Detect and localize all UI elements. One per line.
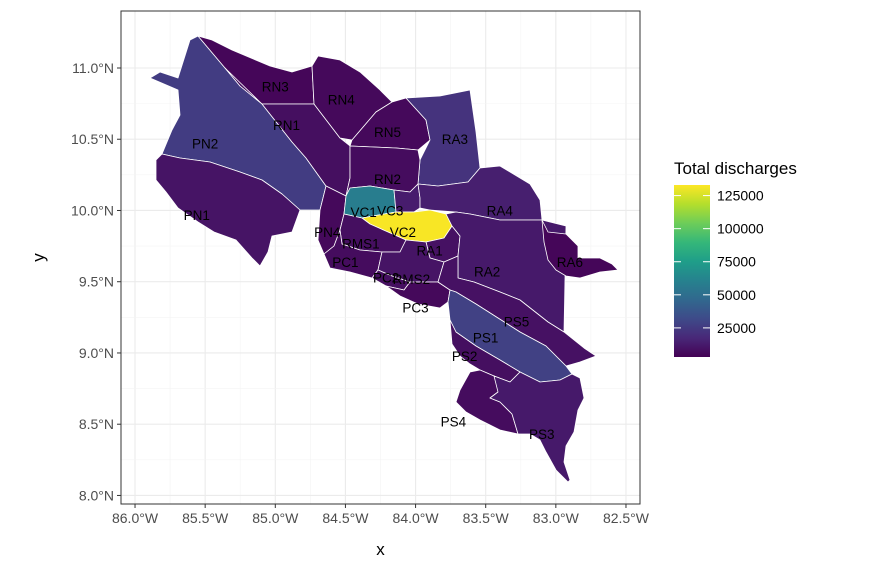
legend-ticks: 125000 100000 75000 50000 25000: [674, 188, 764, 336]
legend-label-0: 125000: [717, 188, 764, 204]
region-label-VC2: VC2: [390, 225, 416, 240]
x-tick-label-1: 85.5°W: [182, 510, 229, 526]
legend-label-1: 100000: [717, 221, 764, 237]
region-label-RA2: RA2: [474, 265, 500, 280]
x-axis-title: x: [376, 540, 385, 559]
region-polygons: [149, 35, 619, 483]
region-label-VC1: VC1: [351, 205, 377, 220]
legend-title: Total discharges: [674, 159, 797, 178]
region-label-PS5: PS5: [504, 315, 530, 330]
region-RA6: [541, 219, 619, 279]
panel-border: [120, 10, 641, 505]
legend: Total discharges 125000 100000 75000 50000 2…: [674, 159, 797, 357]
region-label-RA4: RA4: [487, 203, 514, 218]
y-tick-label-6: 11.0°N: [72, 60, 114, 76]
y-tick-label-0: 8.0°N: [79, 487, 114, 503]
region-PN1: [155, 153, 301, 267]
region-label-RN3: RN3: [262, 80, 289, 95]
region-label-VC3: VC3: [377, 203, 403, 218]
region-label-PN2: PN2: [192, 137, 218, 152]
x-axis-ticks: 86.0°W 85.5°W 85.0°W 84.5°W 84.0°W 83.5°W 83.0…: [112, 504, 650, 526]
x-tick-label-3: 84.5°W: [322, 510, 369, 526]
y-tick-label-2: 9.0°N: [79, 345, 114, 361]
legend-label-4: 25000: [717, 320, 756, 336]
x-tick-label-7: 82.5°W: [603, 510, 650, 526]
legend-label-3: 50000: [717, 287, 756, 303]
region-label-PC2: PC2: [373, 270, 399, 285]
y-tick-label-1: 8.5°N: [79, 416, 114, 432]
y-axis-ticks: 8.0°N 8.5°N 9.0°N 9.5°N 10.0°N 10.5°N 11.0°N: [71, 60, 121, 503]
region-label-PC3: PC3: [402, 300, 428, 315]
region-label-RN4: RN4: [328, 92, 355, 107]
region-label-RN5: RN5: [374, 125, 401, 140]
region-label-RN2: RN2: [374, 172, 401, 187]
region-label-PS1: PS1: [473, 330, 499, 345]
x-tick-label-6: 83.0°W: [533, 510, 580, 526]
legend-colorbar: [674, 185, 710, 357]
legend-label-2: 75000: [717, 254, 756, 270]
region-label-PC1: PC1: [332, 255, 358, 270]
region-label-PS4: PS4: [441, 414, 467, 429]
x-tick-label-2: 85.0°W: [252, 510, 299, 526]
region-label-PN4: PN4: [314, 225, 341, 240]
region-label-PS2: PS2: [452, 349, 478, 364]
x-tick-label-5: 83.5°W: [463, 510, 510, 526]
region-label-PS3: PS3: [529, 427, 555, 442]
y-tick-label-4: 10.0°N: [71, 202, 114, 218]
region-label-RN1: RN1: [273, 118, 300, 133]
region-label-RA3: RA3: [442, 132, 468, 147]
region-PS3: [489, 371, 585, 483]
x-tick-label-0: 86.0°W: [112, 510, 159, 526]
region-label-RMS2: RMS2: [393, 272, 431, 287]
y-axis-title: y: [29, 253, 48, 262]
region-PN2: [149, 35, 327, 211]
region-label-PN1: PN1: [184, 208, 210, 223]
y-tick-label-3: 9.5°N: [79, 274, 114, 290]
region-label-RMS1: RMS1: [342, 236, 380, 251]
y-tick-label-5: 10.5°N: [71, 131, 114, 147]
region-label-RA6: RA6: [557, 255, 583, 270]
x-tick-label-4: 84.0°W: [393, 510, 440, 526]
region-label-RA1: RA1: [416, 243, 442, 258]
